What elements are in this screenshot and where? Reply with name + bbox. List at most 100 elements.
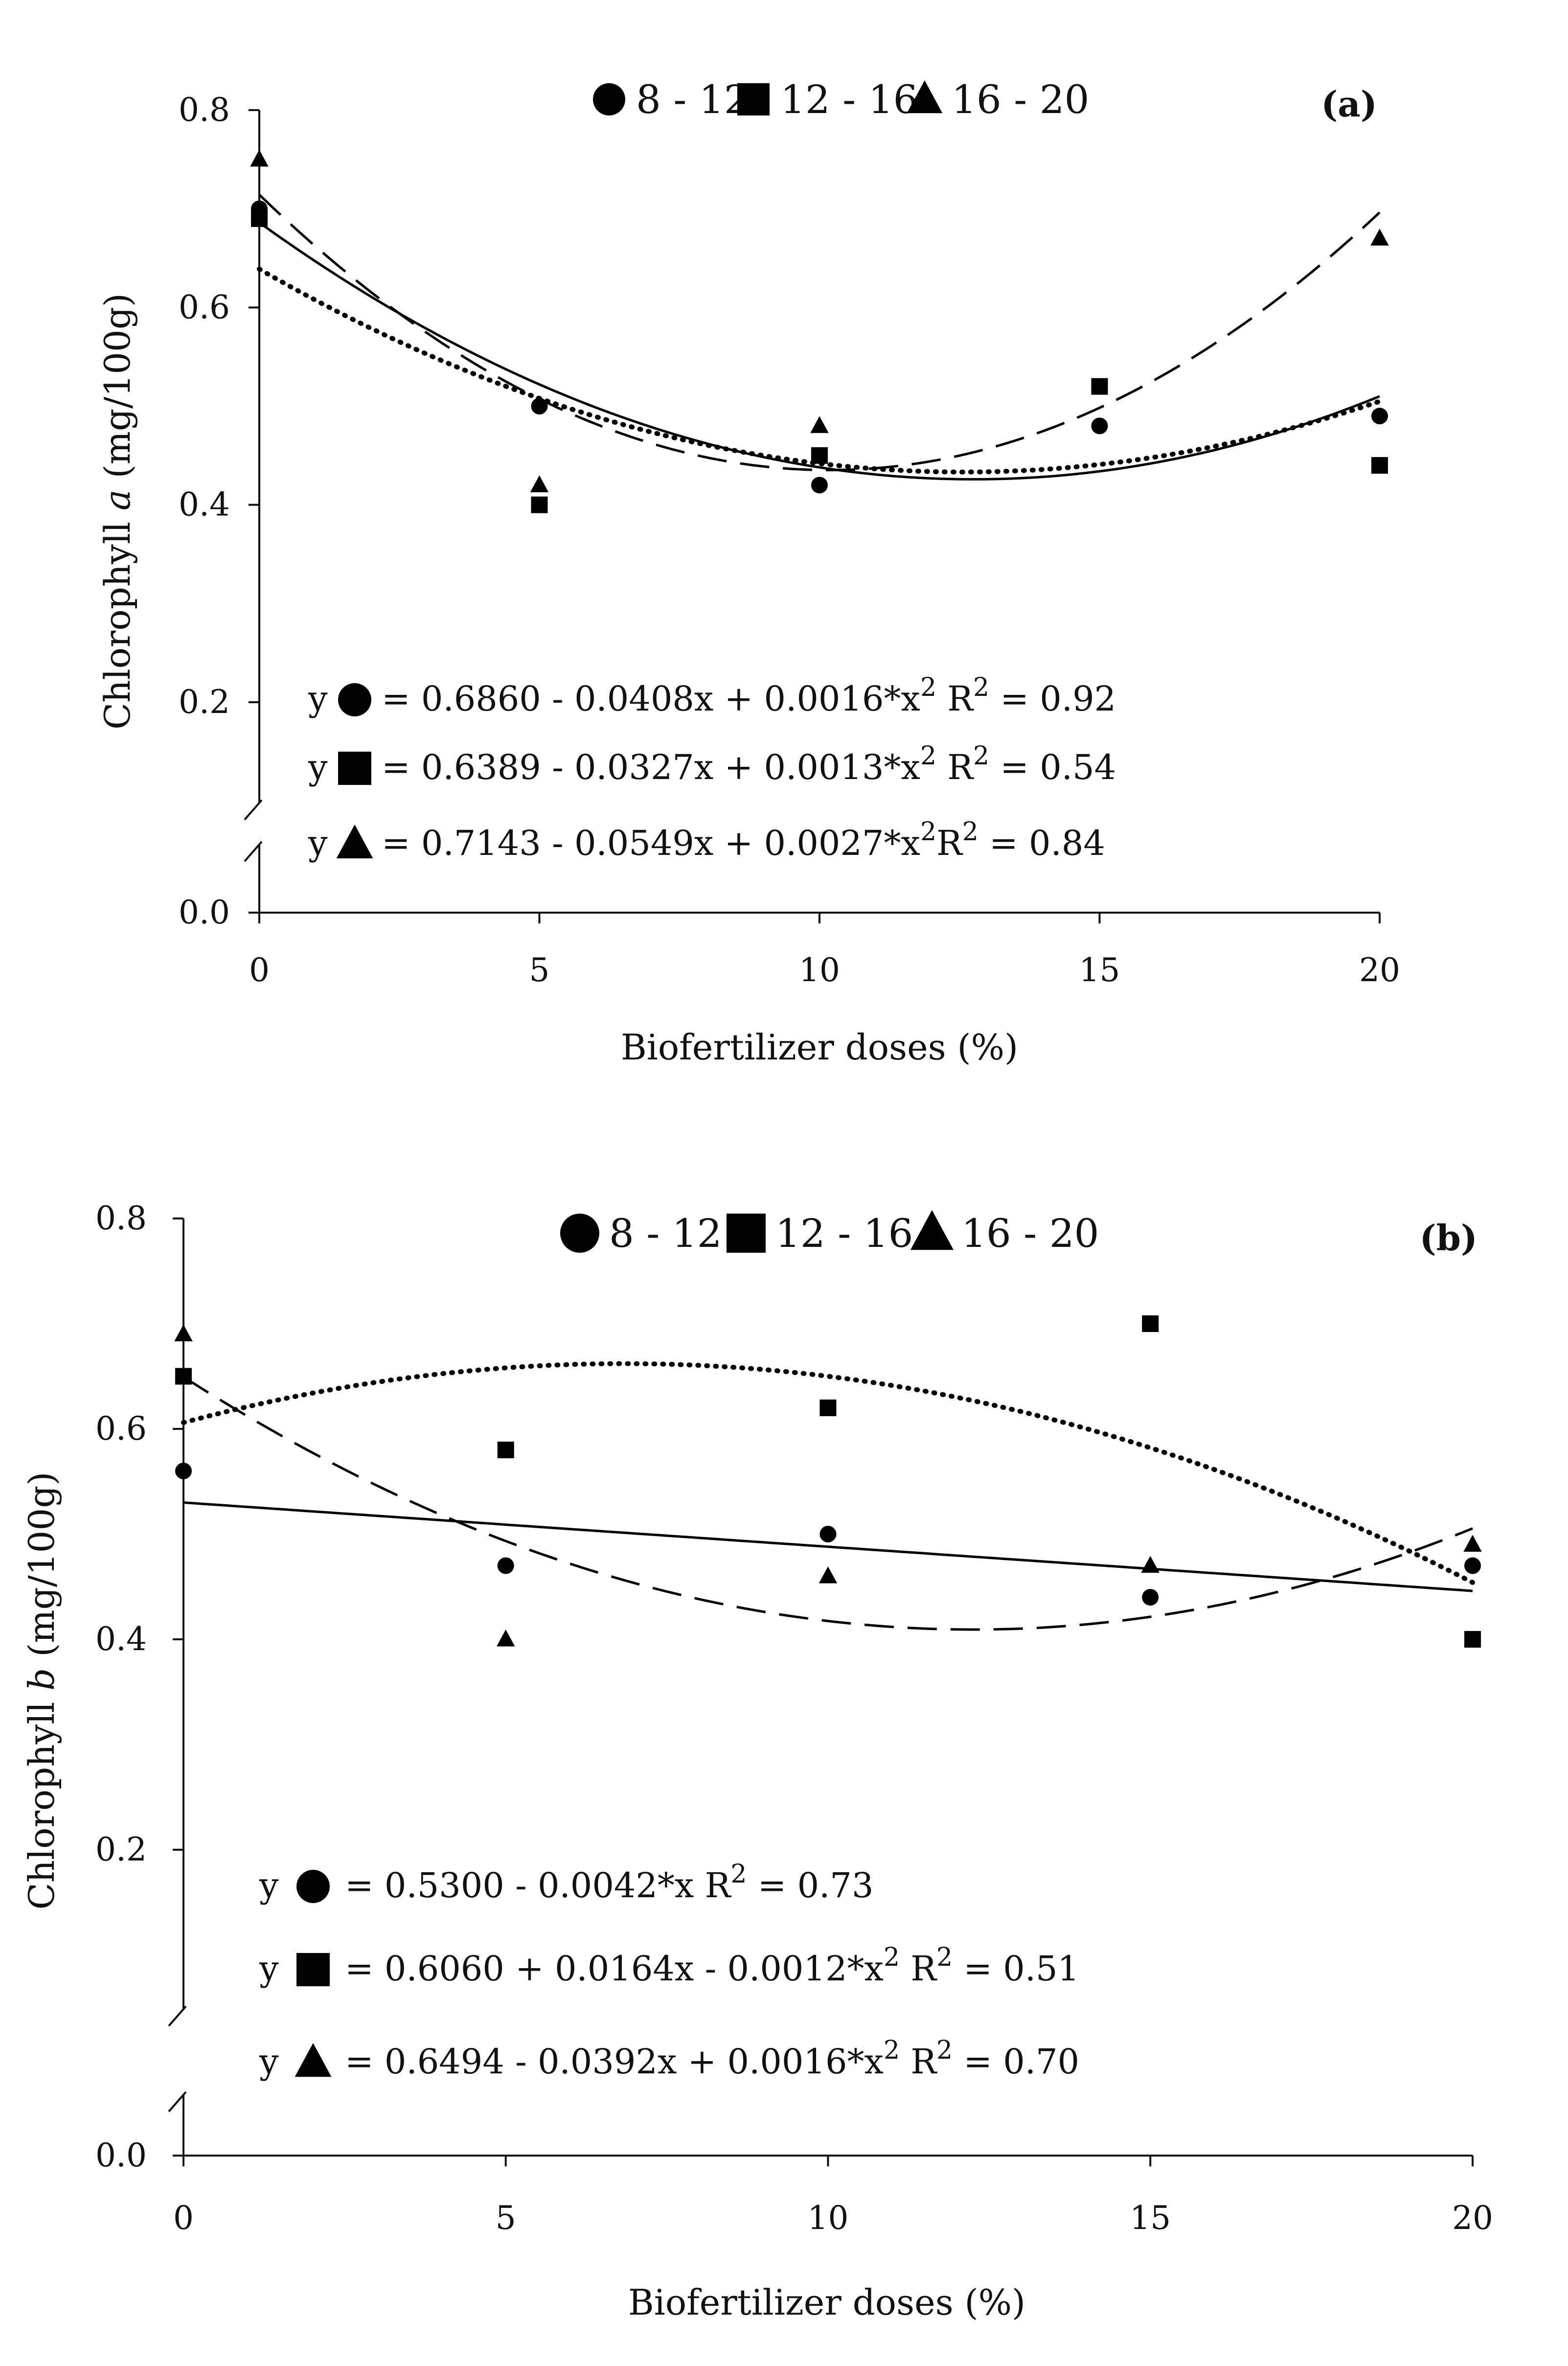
- panel-a-r2-lead: R: [936, 823, 963, 863]
- panel-a-r2-exponent: 2: [973, 673, 989, 702]
- panel-a-equation-lead: y: [308, 747, 328, 787]
- panel-b-legend-label: 8 - 12: [609, 1211, 722, 1256]
- panel-b-equation-text: = 0.6494 - 0.0392x + 0.0016*x2 R2 = 0.70: [345, 2036, 1079, 2082]
- panel-b: 0.0 0.2 0.4 0.6 0.8 0 5 10 15 20 Biofertilizer dos…: [21, 1199, 1493, 2323]
- panel-a-equation-text: = 0.7143 - 0.0549x + 0.0027*x2R2 = 0.84: [382, 817, 1105, 863]
- panel-b-equation-body: = 0.6060 + 0.0164x - 0.0012*x: [345, 1949, 884, 1989]
- panel-a-x-tick-label: 5: [529, 951, 550, 989]
- panel-a-equation-text: = 0.6860 - 0.0408x + 0.0016*x2 R2 = 0.92: [382, 673, 1116, 719]
- panel-a-y-tick-label: 0.4: [179, 486, 230, 524]
- panel-b-x-tick-label: 0: [173, 2199, 194, 2237]
- panel-b-legend-circle-icon: [560, 1214, 599, 1253]
- panel-b-y-tick-label: 0.8: [95, 1199, 147, 1237]
- panel-b-data-point-triangle: [497, 1629, 515, 1647]
- panel-b-y-tick-label: 0.6: [95, 1410, 147, 1447]
- panel-a-data-point-square: [251, 210, 268, 227]
- panel-a-data-point-triangle: [250, 149, 269, 167]
- panel-a-equation-exponent: 2: [920, 673, 936, 702]
- panel-a-axis-break-mark-upper: [244, 799, 263, 821]
- panel-a: 0.0 0.2 0.4 0.6 0.8 0 5 10 15 20 Biofertilizer dos…: [97, 77, 1400, 1068]
- panel-b-y-tick-label: 0.4: [95, 1620, 147, 1658]
- panel-b-data-point-triangle: [818, 1566, 838, 1584]
- panel-b-r2-lead: R: [900, 1949, 937, 1989]
- panel-b-data-point-triangle: [174, 1324, 193, 1342]
- panel-a-data-point-square: [1091, 378, 1108, 395]
- panel-b-data-point-triangle: [1141, 1556, 1159, 1573]
- panel-a-fit-line-16-20: [258, 193, 1381, 472]
- panel-a-data-point-triangle: [530, 475, 549, 492]
- panel-b-equation-lead: y: [259, 1949, 279, 1989]
- panel-a-r2-exponent: 2: [973, 741, 989, 771]
- panel-a-fit-line-8-12: [258, 221, 1380, 481]
- panel-a-y-axis-title-prefix: Chlorophyll: [97, 510, 138, 730]
- panel-a-data-point-square: [1371, 457, 1388, 474]
- panel-b-r2-exponent: 2: [936, 1943, 953, 1972]
- panel-b-fit-line-8-12: [183, 1501, 1473, 1592]
- panel-a-equation-circle-icon: [338, 683, 371, 716]
- panel-b-equation-body: = 0.5300 - 0.0042*x: [345, 1865, 694, 1906]
- panel-a-y-axis-title-italic: a: [97, 489, 138, 510]
- panel-a-legend-square-icon: [737, 83, 770, 115]
- panel-a-x-tick-label: 0: [249, 951, 270, 989]
- panel-a-r2-value: = 0.54: [989, 747, 1116, 787]
- panel-a-r2-value: = 0.84: [978, 823, 1105, 863]
- panel-b-r2-value: = 0.73: [747, 1865, 873, 1906]
- panel-a-equation-body: = 0.6860 - 0.0408x + 0.0016*x: [382, 679, 920, 719]
- panel-b-data-point-circle: [1142, 1589, 1159, 1606]
- panel-a-data-point-circle: [1371, 408, 1388, 425]
- panel-b-x-tick-label: 5: [496, 2199, 516, 2237]
- panel-b-r2-value: = 0.51: [953, 1949, 1079, 1989]
- panel-b-equation-text: = 0.5300 - 0.0042*x R2 = 0.73: [345, 1860, 873, 1906]
- panel-a-equation-exponent: 2: [920, 741, 936, 771]
- panel-a-legend-label: 8 - 12: [636, 77, 749, 122]
- panel-b-fit-line-16-20: [182, 1376, 1473, 1631]
- panel-b-equation-triangle-icon: [295, 2043, 332, 2077]
- panel-b-data-point-circle: [175, 1463, 192, 1479]
- panel-a-equation-square-icon: [338, 752, 371, 785]
- panel-b-legend-label: 16 - 20: [961, 1211, 1099, 1256]
- panel-a-equation-triangle-icon: [336, 824, 373, 859]
- panel-a-legend-label: 16 - 20: [952, 77, 1089, 122]
- panel-a-legend-circle-icon: [593, 83, 625, 115]
- panel-b-axis-break-mark-upper: [168, 2005, 187, 2027]
- panel-b-data-point-circle: [497, 1557, 514, 1574]
- panel-a-r2-value: = 0.92: [989, 679, 1116, 719]
- panel-b-y-axis-title: Chlorophyll b (mg/100g): [21, 1472, 62, 1910]
- panel-b-x-tick-label: 10: [808, 2199, 849, 2237]
- panel-a-r2-lead: R: [936, 747, 974, 787]
- panel-b-equation-exponent: 2: [884, 1943, 900, 1972]
- panel-b-r2-lead: R: [900, 2042, 937, 2082]
- panel-a-x-tick-label: 15: [1079, 951, 1120, 989]
- panel-b-equation-square-icon: [296, 1953, 330, 1986]
- panel-b-data-point-square: [1464, 1631, 1481, 1648]
- panel-a-equation-text: = 0.6389 - 0.0327x + 0.0013*x2 R2 = 0.54: [382, 741, 1116, 787]
- panel-b-y-axis-title-italic: b: [21, 1668, 62, 1691]
- panel-b-legend-triangle-icon: [910, 1210, 954, 1250]
- panel-a-equation-body: = 0.6389 - 0.0327x + 0.0013*x: [382, 747, 920, 787]
- panel-b-axis-break-mark-lower: [168, 2091, 187, 2113]
- panel-b-x-axis-title: Biofertilizer doses (%): [628, 2282, 1025, 2323]
- panel-b-data-point-square: [1142, 1315, 1159, 1332]
- panel-b-y-axis-title-suffix: (mg/100g): [21, 1472, 62, 1668]
- panel-a-y-tick-label: 0.2: [179, 683, 230, 721]
- panel-b-y-tick-label: 0.0: [95, 2136, 147, 2174]
- panel-a-y-axis-title: Chlorophyll a (mg/100g): [97, 293, 138, 730]
- panel-a-data-point-circle: [1091, 417, 1108, 435]
- panel-b-legend-square-icon: [727, 1214, 766, 1253]
- panel-a-y-tick-label: 0.6: [179, 288, 230, 326]
- panel-a-equation-body: = 0.7143 - 0.0549x + 0.0027*x: [382, 823, 920, 863]
- panel-a-x-tick-label: 20: [1359, 951, 1400, 989]
- panel-b-data-point-triangle: [1463, 1535, 1482, 1552]
- panel-a-legend-triangle-icon: [907, 80, 943, 114]
- panel-b-fit-line-12-16: [181, 1361, 1475, 1585]
- panel-b-y-axis-title-prefix: Chlorophyll: [21, 1691, 62, 1910]
- panel-b-r2-lead: R: [694, 1865, 731, 1906]
- panel-a-equation-exponent: 2: [920, 817, 936, 847]
- panel-b-data-point-square: [819, 1400, 837, 1416]
- panel-a-equation-lead: y: [308, 679, 328, 719]
- panel-b-panel-label: (b): [1420, 1217, 1477, 1259]
- panel-b-y-tick-label: 0.2: [95, 1831, 147, 1868]
- panel-b-data-point-square: [497, 1442, 514, 1458]
- panel-a-data-point-circle: [531, 398, 548, 414]
